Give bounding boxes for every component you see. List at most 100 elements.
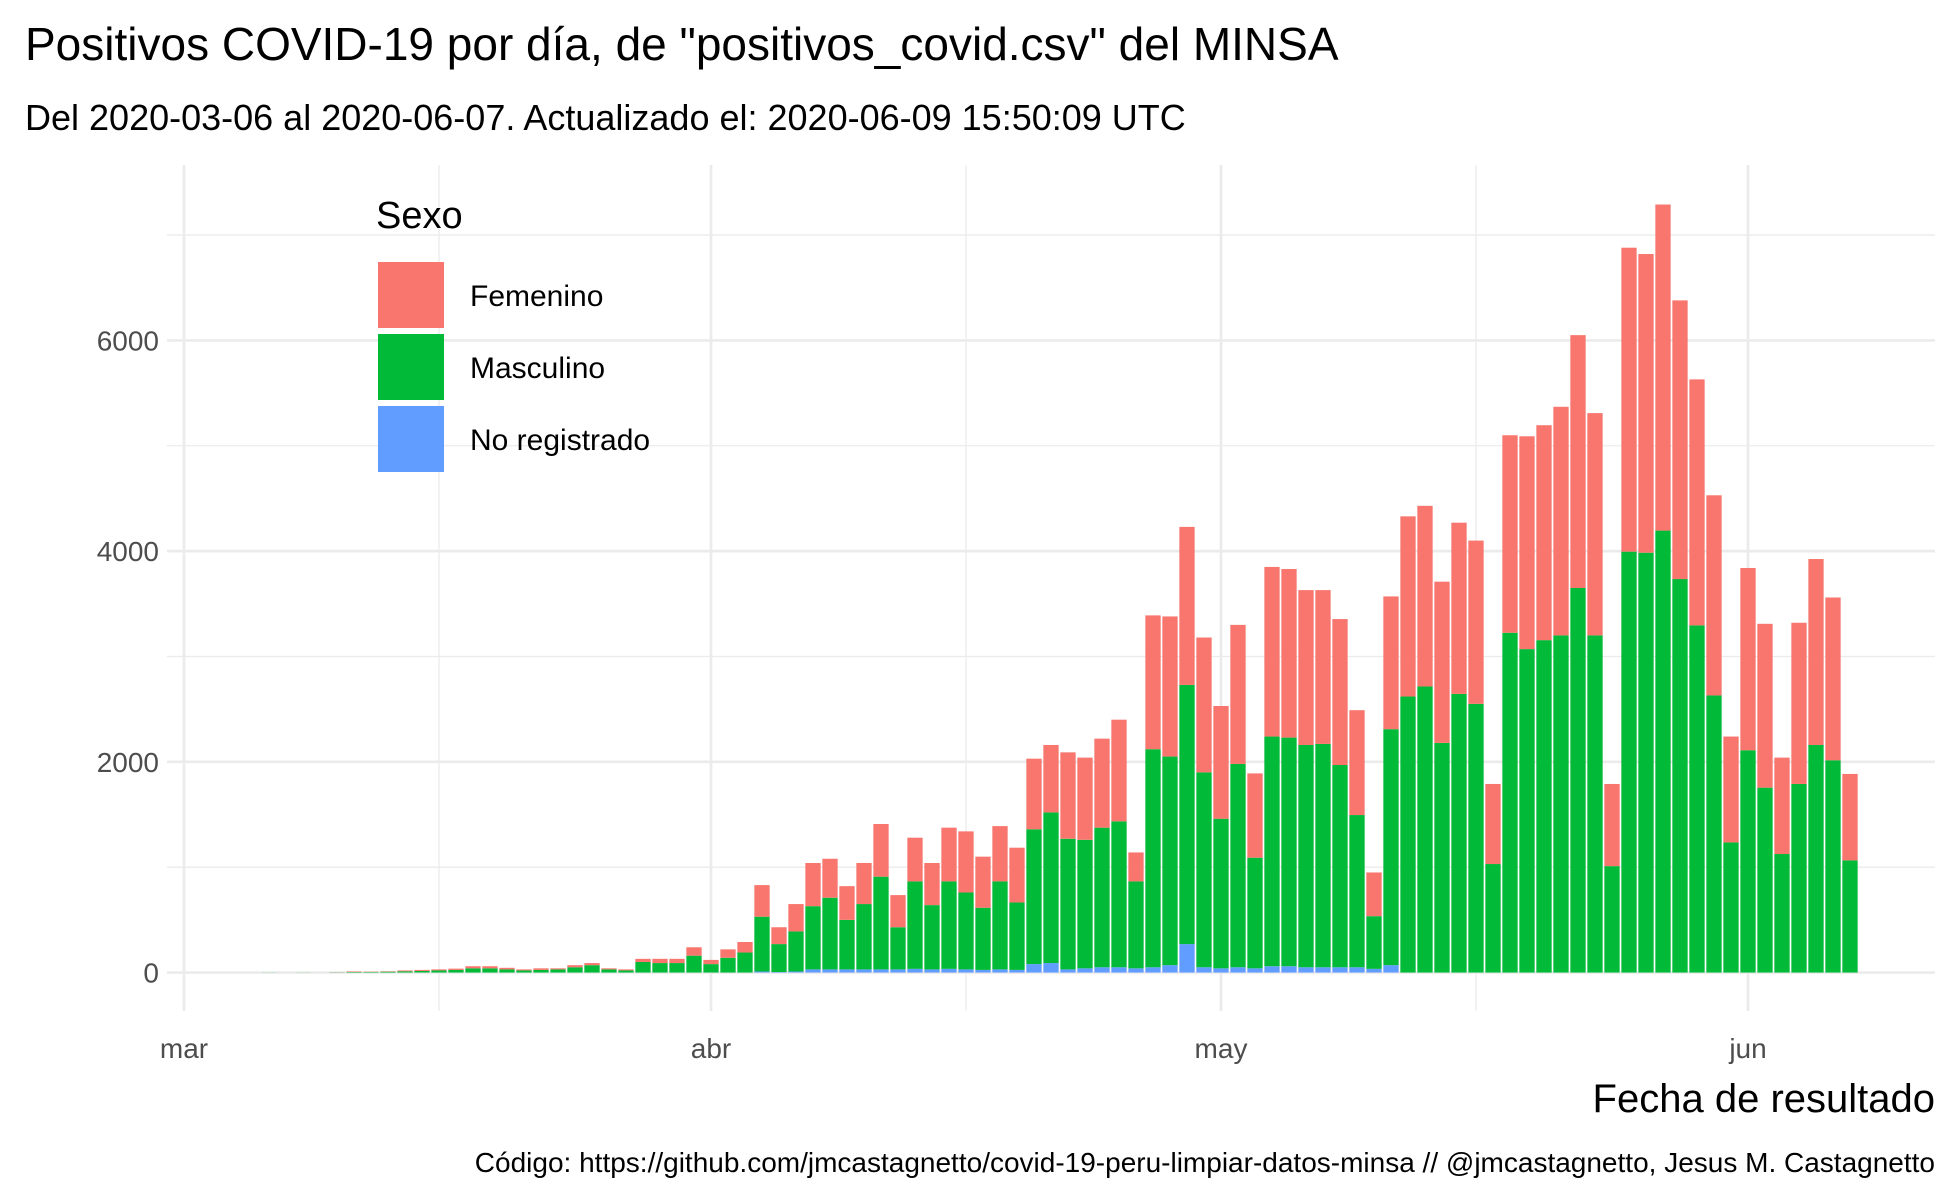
bar-segment <box>567 967 583 973</box>
bar-segment <box>635 962 651 973</box>
bar-segment <box>703 959 719 965</box>
bar-segment <box>1179 944 1195 973</box>
bar-segment <box>754 885 770 917</box>
bar-segment <box>1349 967 1365 973</box>
bar-segment <box>1366 872 1382 917</box>
bar-segment <box>414 969 430 971</box>
bar-segment <box>567 965 583 968</box>
bar-segment <box>958 969 974 973</box>
bar-segment <box>1808 559 1824 745</box>
bar-segment <box>1009 902 1025 970</box>
bar-segment <box>754 916 770 972</box>
legend-swatch <box>378 406 444 472</box>
bar-segment <box>1536 425 1552 641</box>
bar-segment <box>618 970 634 973</box>
bar-segment <box>1162 756 1178 966</box>
bar-segment <box>975 907 991 970</box>
bar-segment <box>1740 567 1756 751</box>
bar-segment <box>873 823 889 877</box>
bar-segment <box>771 927 787 945</box>
bar-segment <box>1451 693 1467 973</box>
bar-segment <box>1519 649 1535 973</box>
bar-segment <box>805 969 821 973</box>
bar-segment <box>1026 829 1042 965</box>
y-tick-label: 6000 <box>97 325 159 356</box>
x-tick-label: mar <box>160 1033 208 1064</box>
bar-segment <box>584 965 600 973</box>
bar-segment <box>1315 967 1331 973</box>
legend: Sexo Femenino Masculino No registrado <box>376 195 650 472</box>
bar-segment <box>958 831 974 893</box>
y-tick-label: 0 <box>143 958 159 989</box>
bar-segment <box>856 969 872 973</box>
bar-segment <box>1264 566 1280 737</box>
bar-segment <box>380 971 396 973</box>
bar-segment <box>1349 815 1365 968</box>
bar-segment <box>601 968 617 970</box>
bar-segment <box>1043 812 1059 964</box>
bar-segment <box>771 944 787 973</box>
bar-segment <box>1298 744 1314 968</box>
bar-segment <box>1553 406 1569 636</box>
bar-segment <box>550 969 566 973</box>
bar-segment <box>1060 969 1076 973</box>
bar-segment <box>414 970 430 973</box>
chart-subtitle: Del 2020-03-06 al 2020-06-07. Actualizad… <box>25 97 1186 138</box>
legend-swatch <box>378 334 444 400</box>
bar-segment <box>1808 744 1824 973</box>
bar-segment <box>1825 597 1841 761</box>
legend-title: Sexo <box>376 195 463 237</box>
bar-segment <box>1247 773 1263 858</box>
caption: Código: https://github.com/jmcastagnetto… <box>475 1147 1935 1178</box>
bar-segment <box>1179 684 1195 945</box>
bar-segment <box>1366 916 1382 969</box>
bar-segment <box>1400 516 1416 697</box>
bar-segment <box>907 837 923 882</box>
bar-segment <box>1162 965 1178 973</box>
bar-segment <box>1655 204 1671 531</box>
bar-segment <box>1145 967 1161 973</box>
bar-segment <box>1774 854 1790 973</box>
bar-segment <box>516 969 532 971</box>
bar-segment <box>669 963 685 973</box>
bar-segment <box>873 969 889 973</box>
bar-segment <box>1502 435 1518 633</box>
bar-segment <box>1281 966 1297 973</box>
y-tick-label: 4000 <box>97 536 159 567</box>
bar-segment <box>686 955 702 973</box>
bar-segment <box>482 966 498 969</box>
bar-segment <box>465 966 481 969</box>
bar-segment <box>1315 743 1331 968</box>
bar-segment <box>1587 413 1603 636</box>
bar-segment <box>1689 625 1705 973</box>
bar-segment <box>1638 552 1654 973</box>
y-tick-label: 2000 <box>97 747 159 778</box>
bar-segment <box>1332 967 1348 973</box>
bar-segment <box>1111 821 1127 968</box>
bar-segment <box>1825 760 1841 973</box>
bar-segment <box>1502 632 1518 973</box>
bar-segment <box>1332 764 1348 968</box>
bar-segment <box>1247 857 1263 969</box>
bar-segment <box>1349 710 1365 816</box>
bar-segment <box>1026 964 1042 973</box>
bar-segment <box>1604 783 1620 867</box>
bar-segment <box>1128 881 1144 969</box>
bar-segment <box>992 969 1008 973</box>
bar-segment <box>1145 749 1161 968</box>
bar-segment <box>1468 703 1484 973</box>
chart-title: Positivos COVID-19 por día, de "positivo… <box>25 18 1339 70</box>
bar-segment <box>1434 581 1450 743</box>
bar-segment <box>1281 737 1297 967</box>
bar-segment <box>1043 744 1059 813</box>
bar-segment <box>1536 640 1552 973</box>
bar-segment <box>1094 827 1110 968</box>
bar-segment <box>737 952 753 973</box>
bar-segment <box>1009 847 1025 903</box>
bar-segment <box>635 958 651 963</box>
bar-segment <box>788 971 804 973</box>
bar-segment <box>907 881 923 969</box>
bar-segment <box>1417 505 1433 687</box>
x-tick-label: jun <box>1728 1033 1766 1064</box>
bar-segment <box>482 968 498 973</box>
